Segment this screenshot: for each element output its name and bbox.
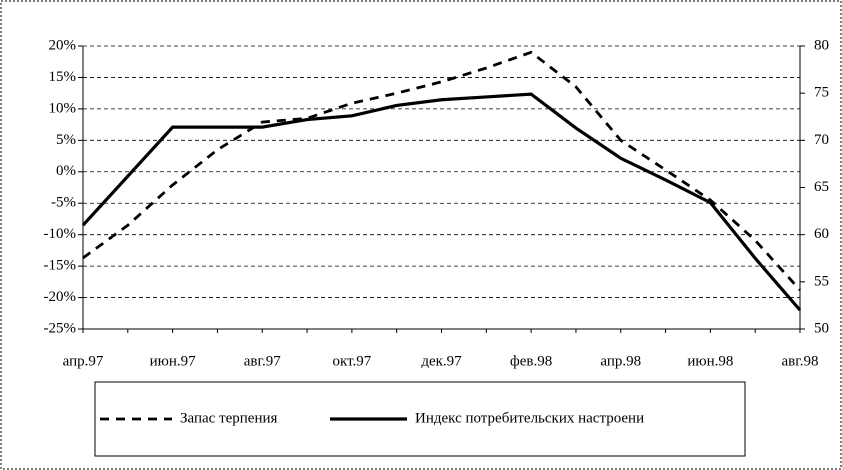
y2-tick-label: 55 (814, 273, 829, 289)
x-tick-label: июн.97 (150, 353, 197, 369)
legend-label: Запас терпения (180, 410, 278, 426)
series-line (82, 50, 802, 291)
y2-tick-label: 80 (814, 37, 829, 53)
x-tick-label: авг.97 (244, 353, 281, 369)
x-tick-label: фев.98 (510, 353, 552, 369)
x-tick-label: апр.98 (600, 353, 641, 369)
x-tick-label: апр.97 (63, 353, 104, 369)
x-tick-label: июн.98 (687, 353, 733, 369)
x-tick-label: окт.97 (332, 353, 371, 369)
y2-tick-label: 65 (814, 179, 829, 195)
y-tick-label: -5% (51, 195, 76, 211)
y-tick-label: -15% (44, 258, 77, 274)
x-tick-label: авг.98 (782, 353, 819, 369)
y-tick-label: -25% (44, 320, 77, 336)
y2-tick-label: 70 (814, 132, 829, 148)
y-tick-label: -20% (44, 289, 77, 305)
y2-tick-label: 60 (814, 226, 829, 242)
y-tick-label: 20% (49, 37, 77, 53)
y-tick-label: -10% (44, 226, 77, 242)
y2-tick-label: 75 (814, 85, 829, 101)
y-tick-label: 0% (56, 163, 76, 179)
legend-label: Индекс потребительских настроени (415, 410, 644, 426)
y-tick-label: 15% (49, 69, 77, 85)
legend-box (94, 381, 746, 457)
y-tick-label: 10% (49, 100, 77, 116)
y2-tick-label: 50 (814, 320, 829, 336)
series-line (81, 92, 802, 312)
y-tick-label: 5% (56, 132, 76, 148)
x-tick-label: дек.97 (421, 353, 462, 369)
